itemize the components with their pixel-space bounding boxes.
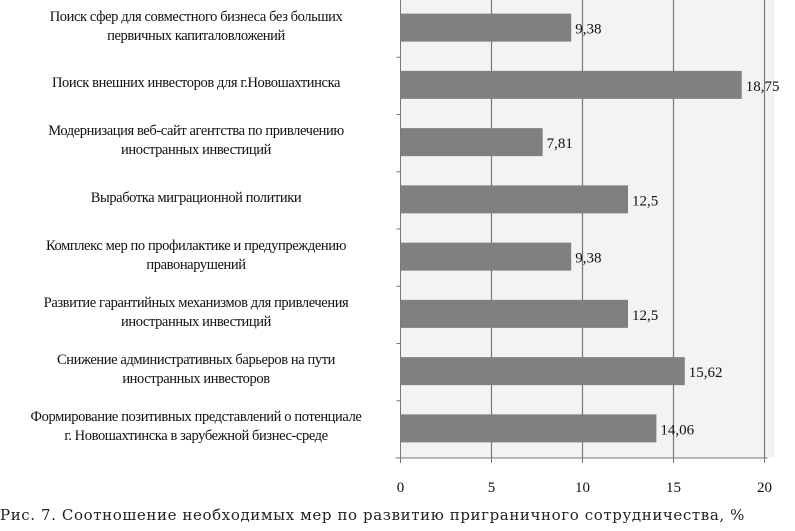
bar	[400, 414, 657, 443]
bar	[400, 128, 543, 157]
plot-background	[400, 0, 775, 458]
category-label-line: Выработка миграционной политики	[90, 189, 302, 206]
data-label: 15,62	[689, 365, 723, 381]
x-tick-label: 5	[488, 480, 496, 496]
category-label-line: Развитие гарантийных механизмов для прив…	[43, 294, 349, 311]
category-label: Выработка миграционной политики	[0, 189, 392, 208]
category-label-line: иностранных инвестиций	[121, 313, 271, 330]
bar	[400, 185, 628, 214]
bar	[400, 13, 572, 42]
category-label-line: г. Новошахтинска в зарубежной бизнес-сре…	[64, 428, 328, 445]
data-label: 9,38	[575, 251, 601, 267]
x-tick-label: 10	[575, 480, 590, 496]
x-tick-label: 15	[666, 480, 681, 496]
category-label: Формирование позитивных представлений о …	[0, 408, 392, 446]
data-label: 18,75	[746, 79, 780, 95]
data-label: 12,5	[632, 308, 658, 324]
category-label-line: Поиск сфер для совместного бизнеса без б…	[49, 8, 343, 25]
data-label: 14,06	[660, 422, 694, 438]
category-label: Комплекс мер по профилактике и предупреж…	[0, 237, 392, 275]
category-label: Развитие гарантийных механизмов для прив…	[0, 294, 392, 332]
category-label-line: Поиск внешних инвесторов для г.Новошахти…	[51, 75, 341, 92]
category-label-line: Комплекс мер по профилактике и предупреж…	[45, 237, 347, 254]
data-label: 12,5	[632, 193, 658, 209]
bar	[400, 70, 742, 99]
x-tick-label: 0	[397, 480, 405, 496]
data-label: 9,38	[575, 22, 601, 38]
category-label-line: Формирование позитивных представлений о …	[30, 409, 362, 426]
category-label-line: Снижение административных барьеров на пу…	[56, 352, 336, 369]
bar	[400, 357, 685, 386]
bar	[400, 242, 572, 271]
category-label: Поиск внешних инвесторов для г.Новошахти…	[0, 74, 392, 93]
figure-caption: Рис. 7. Соотношение необходимых мер по р…	[0, 506, 745, 524]
bar	[400, 299, 628, 328]
category-label-line: первичных капиталовложений	[107, 27, 285, 44]
x-tick-label: 20	[757, 480, 772, 496]
category-label-line: правонарушений	[146, 256, 246, 273]
category-label-line: Модернизация веб-сайт агентства по привл…	[48, 123, 344, 140]
category-label: Снижение административных барьеров на пу…	[0, 351, 392, 389]
category-label: Поиск сфер для совместного бизнеса без б…	[0, 8, 392, 46]
category-label-line: иностранных инвестиций	[121, 142, 271, 159]
category-label: Модернизация веб-сайт агентства по привл…	[0, 122, 392, 160]
category-label-line: иностранных инвесторов	[122, 371, 270, 388]
data-label: 7,81	[547, 136, 573, 152]
